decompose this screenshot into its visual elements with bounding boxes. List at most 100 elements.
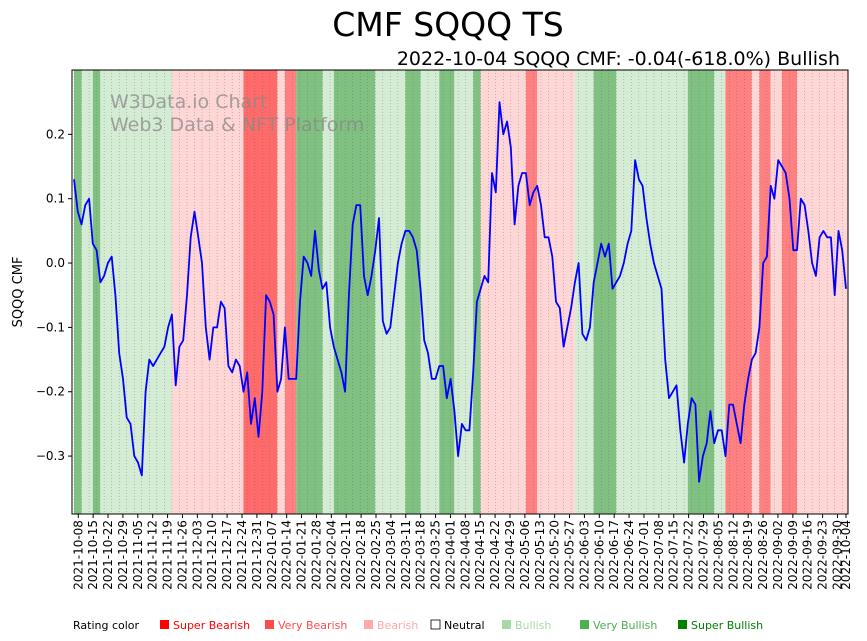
x-tick-label: 2022-02-04 [324,520,338,590]
x-tick-label: 2022-07-15 [667,520,681,590]
watermark-line-1: W3Data.io Chart [110,91,267,113]
x-tick-label: 2022-01-28 [309,520,323,590]
x-tick-label: 2022-03-18 [414,520,428,590]
x-tick-label: 2021-11-19 [161,520,175,590]
legend: Rating color Super Bearish Very Bearish Be… [73,619,763,632]
legend-label: Bullish [515,619,551,632]
rating-band-bullish [81,70,93,514]
watermark: W3Data.io Chart Web3 Data & NFT Platform [110,91,364,136]
rating-band-very-bullish [687,70,715,514]
legend-title: Rating color [73,619,140,632]
series-layer [73,101,847,483]
x-tick-label: 2022-09-09 [786,520,800,590]
y-tick-label: 0.0 [46,256,65,270]
legend-label: Bearish [377,619,418,632]
x-tick-label: 2021-12-31 [250,520,264,590]
watermark-line-2: Web3 Data & NFT Platform [110,114,364,136]
legend-swatch [430,619,441,630]
legend-label: Super Bearish [173,619,250,632]
rating-band-super-bearish [243,70,278,514]
rating-band-bearish [797,70,839,514]
x-tick-label: 2021-10-08 [71,520,85,590]
x-tick-label: 2022-02-25 [369,520,383,590]
x-tick-label: 2022-09-30 [831,520,845,590]
chart-subtitle: 2022-10-04 SQQQ CMF: -0.04(-618.0%) Bull… [397,48,840,70]
rating-band-very-bearish [284,70,297,514]
y-tick-label: −0.3 [36,449,65,463]
rating-band-bullish [454,70,474,514]
x-tick-label: 2022-08-12 [726,520,740,590]
rating-band-bearish [171,70,244,514]
legend-label: Very Bearish [278,619,347,632]
legend-swatch [160,620,169,629]
x-tick-label: 2022-04-15 [473,520,487,590]
x-tick-label: 2022-09-16 [801,520,815,590]
y-axis: 0.2 0.1 0.0 −0.1 −0.2 −0.3 [36,127,72,463]
rating-band-bearish [277,70,285,514]
y-tick-label: 0.2 [46,127,65,141]
x-tick-label: 2022-04-08 [458,520,472,590]
vertical-grid [73,70,843,514]
rating-band-bullish [100,70,172,514]
x-tick-label: 2022-05-27 [563,520,577,590]
legend-swatch [580,620,589,629]
x-tick-label: 2022-06-24 [622,520,636,590]
x-tick-label: 2022-05-20 [548,520,562,590]
x-tick-label: 2022-07-22 [682,520,696,590]
x-tick-label: 2022-06-17 [607,520,621,590]
rating-band-bullish [420,70,440,514]
x-tick-label: 2021-10-22 [101,520,115,590]
rating-band-bullish [574,70,594,514]
x-tick-label: 2021-12-03 [190,520,204,590]
rating-band-bullish [322,70,334,514]
y-tick-label: −0.1 [36,320,65,334]
x-tick-label: 2022-04-01 [443,520,457,590]
rating-band-very-bullish [439,70,455,514]
x-tick-label: 2022-05-06 [518,520,532,590]
legend-label: Super Bullish [691,619,763,632]
series-line-sqqq-cmf [73,101,847,483]
x-tick-label: 2022-04-29 [503,520,517,590]
rating-band-bearish [846,70,848,514]
rating-band-very-bearish [725,70,752,514]
x-tick-label: 2021-10-15 [86,520,100,590]
rating-band-bearish [770,70,782,514]
legend-label: Very Bullish [593,619,657,632]
rating-band-bearish [751,70,760,514]
x-tick-label: 2022-03-25 [429,520,443,590]
x-tick-label: 2022-03-04 [384,520,398,590]
rating-band-very-bearish [759,70,771,514]
legend-swatch [678,620,687,629]
x-tick-label: 2021-12-10 [205,520,219,590]
x-tick-label: 2022-01-07 [265,520,279,590]
x-tick-label: 2021-11-12 [146,520,160,590]
x-tick-label: 2021-11-26 [176,520,190,590]
x-tick-label: 2022-02-11 [339,520,353,590]
x-tick-label: 2022-07-29 [697,520,711,590]
chart-title: CMF SQQQ TS [332,5,563,44]
rating-band-very-bullish [473,70,481,514]
x-tick-label: 2021-12-24 [235,520,249,590]
x-tick-label: 2021-10-29 [116,520,130,590]
x-tick-label: 2022-06-03 [577,520,591,590]
x-tick-label: 2022-10-04 [839,520,853,590]
x-tick-label: 2022-06-10 [592,520,606,590]
x-tick-label: 2022-01-14 [280,520,294,590]
rating-band-very-bullish [593,70,617,514]
x-tick-label: 2022-04-22 [488,520,502,590]
y-axis-label: SQQQ CMF [11,257,26,328]
x-tick-label: 2022-03-11 [399,520,413,590]
rating-band-bullish [714,70,726,514]
x-tick-label: 2022-08-05 [711,520,725,590]
x-tick-label: 2022-08-26 [756,520,770,590]
rating-band-bullish [631,70,688,514]
legend-swatch [265,620,274,629]
x-axis: 2021-10-08 2021-10-15 2021-10-22 2021-10-29… [71,514,853,590]
rating-band-very-bearish [525,70,538,514]
x-tick-label: 2022-01-21 [295,520,309,590]
rating-bands [74,70,848,514]
x-tick-label: 2022-02-18 [354,520,368,590]
x-tick-label: 2021-11-05 [131,520,145,590]
legend-swatch [502,620,511,629]
